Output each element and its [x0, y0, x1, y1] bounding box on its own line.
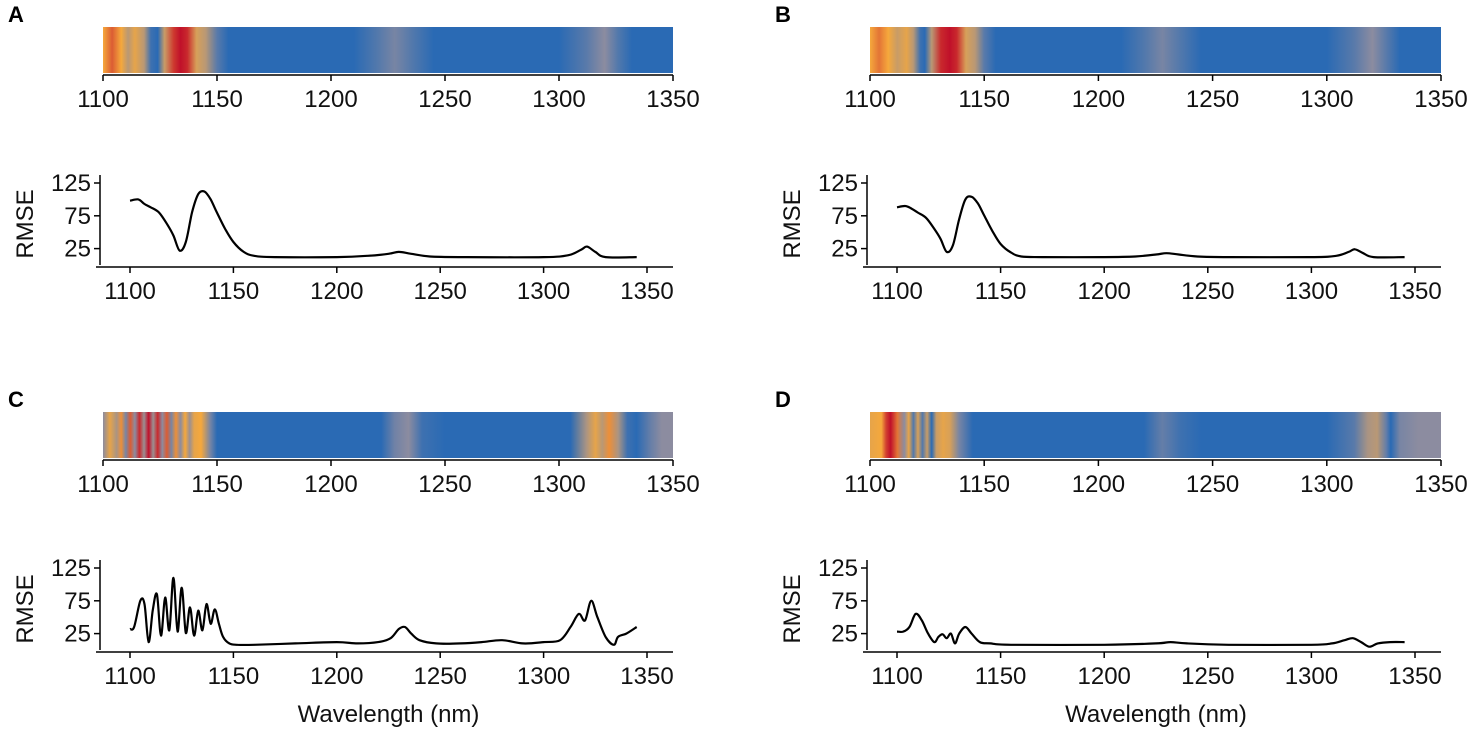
x-tick-label: 1250	[414, 663, 467, 690]
heatmap-tick-label: 1150	[958, 86, 1010, 113]
y-tick-label: 25	[831, 236, 858, 263]
rmse-line	[129, 189, 637, 259]
panel-b: B 1100 1150 1200 1250 1300 1350 125 75 25 RMSE 1100…	[775, 2, 1468, 305]
panel-letter: A	[8, 2, 24, 27]
heatmap-tick-label: 1150	[958, 471, 1010, 498]
y-tick-label: 125	[818, 170, 858, 197]
heatmap-strip	[103, 27, 673, 73]
panel-letter: B	[775, 2, 791, 27]
x-tick-label: 1300	[1285, 663, 1338, 690]
panel-letter: C	[8, 387, 24, 412]
x-tick-label: 1150	[208, 278, 260, 305]
x-tick-label: 1200	[1078, 663, 1131, 690]
x-tick-label: 1250	[1181, 663, 1234, 690]
heatmap-tick-label: 1350	[646, 86, 699, 113]
heatmap-tick-label: 1150	[191, 86, 243, 113]
panel-a: A 1100 1150 1200 1250 1300 1350 125 75 25 RMSE 1100…	[8, 2, 700, 305]
x-tick-label: 1150	[208, 663, 260, 690]
heatmap-tick-label: 1100	[844, 471, 896, 498]
heatmap-tick-label: 1350	[1414, 86, 1467, 113]
heatmap-tick-label: 1300	[532, 471, 585, 498]
rmse-line	[896, 195, 1405, 259]
heatmap-tick-label: 1300	[1300, 86, 1353, 113]
heatmap-tick-label: 1100	[844, 86, 896, 113]
heatmap-tick-label: 1200	[1072, 471, 1125, 498]
y-axis-title: RMSE	[779, 574, 806, 643]
rmse-line	[896, 612, 1405, 648]
heatmap-strip	[103, 412, 673, 458]
y-tick-label: 75	[64, 588, 91, 615]
heatmap-tick-label: 1200	[304, 471, 357, 498]
y-tick-label: 75	[831, 588, 858, 615]
y-tick-label: 75	[831, 203, 858, 230]
heatmap-tick-label: 1150	[191, 471, 243, 498]
x-tick-label: 1350	[1388, 663, 1441, 690]
panel-c: C 1100 1150 1200 1250 1300 1350 125 75 25 RMSE 1100…	[8, 387, 700, 728]
x-tick-label: 1200	[310, 278, 363, 305]
x-tick-label: 1200	[1078, 278, 1131, 305]
rmse-line	[129, 576, 638, 647]
y-tick-label: 75	[64, 203, 91, 230]
heatmap-tick-label: 1350	[1414, 471, 1467, 498]
x-tick-label: 1100	[104, 278, 156, 305]
x-axis-title: Wavelength (nm)	[298, 701, 480, 728]
panel-d: D 1100 1150 1200 1250 1300 1350 125 75 25 RMSE 1100…	[775, 387, 1468, 728]
x-tick-label: 1350	[1388, 278, 1441, 305]
x-tick-label: 1350	[620, 278, 673, 305]
heatmap-tick-label: 1300	[1300, 471, 1353, 498]
y-tick-label: 25	[64, 236, 91, 263]
x-tick-label: 1150	[975, 663, 1027, 690]
heatmap-tick-label: 1350	[646, 471, 699, 498]
heatmap-tick-label: 1200	[1072, 86, 1125, 113]
y-tick-label: 25	[64, 621, 91, 648]
x-tick-label: 1300	[517, 278, 570, 305]
x-tick-label: 1100	[871, 278, 923, 305]
heatmap-tick-label: 1250	[418, 86, 471, 113]
panel-letter: D	[775, 387, 791, 412]
x-tick-label: 1350	[620, 663, 673, 690]
heatmap-tick-label: 1250	[1186, 86, 1239, 113]
heatmap-tick-label: 1100	[77, 86, 129, 113]
x-axis-title: Wavelength (nm)	[1065, 701, 1247, 728]
y-tick-label: 125	[818, 555, 858, 582]
x-tick-label: 1100	[104, 663, 156, 690]
heatmap-strip	[870, 412, 1441, 458]
x-tick-label: 1300	[1285, 278, 1338, 305]
heatmap-tick-label: 1250	[1186, 471, 1239, 498]
x-tick-label: 1250	[1181, 278, 1234, 305]
heatmap-strip	[870, 27, 1441, 73]
x-tick-label: 1100	[871, 663, 923, 690]
heatmap-tick-label: 1200	[304, 86, 357, 113]
x-tick-label: 1300	[517, 663, 570, 690]
x-tick-label: 1250	[414, 278, 467, 305]
y-axis-title: RMSE	[12, 574, 39, 643]
y-tick-label: 125	[51, 170, 91, 197]
y-tick-label: 125	[51, 555, 91, 582]
y-axis-title: RMSE	[779, 189, 806, 258]
heatmap-tick-label: 1300	[532, 86, 585, 113]
x-tick-label: 1150	[975, 278, 1027, 305]
y-axis-title: RMSE	[12, 189, 39, 258]
heatmap-tick-label: 1100	[77, 471, 129, 498]
heatmap-tick-label: 1250	[418, 471, 471, 498]
x-tick-label: 1200	[310, 663, 363, 690]
y-tick-label: 25	[831, 621, 858, 648]
